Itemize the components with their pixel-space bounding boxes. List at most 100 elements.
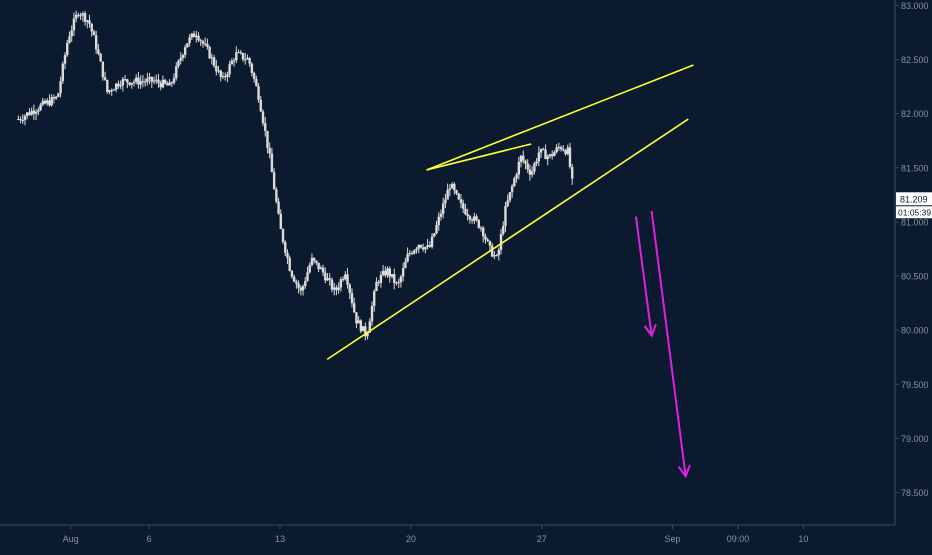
candle-body xyxy=(183,47,187,55)
candle-body xyxy=(32,110,36,114)
candle-body xyxy=(366,332,369,337)
candle-body xyxy=(446,189,449,200)
candle-body xyxy=(530,171,534,175)
candle-body xyxy=(319,267,323,270)
candle-body xyxy=(430,236,434,247)
candle-body xyxy=(215,65,218,72)
candle-body xyxy=(357,320,360,324)
candle-body xyxy=(270,153,274,173)
candle-body xyxy=(401,268,405,277)
candle-body xyxy=(453,183,456,191)
candle-body xyxy=(74,14,78,19)
candle-body xyxy=(448,188,452,190)
candle-body xyxy=(370,305,374,322)
candle-body xyxy=(497,249,500,256)
candle-body xyxy=(259,99,262,112)
y-tick-label: 80.500 xyxy=(901,272,929,282)
x-tick-label: 10 xyxy=(798,534,808,544)
candle-body xyxy=(346,274,349,285)
candle-body xyxy=(404,261,407,269)
candle-body xyxy=(237,52,240,54)
candle-body xyxy=(450,183,454,189)
candle-body xyxy=(548,154,552,157)
candle-body xyxy=(166,83,169,86)
candle-body xyxy=(553,152,556,157)
candle-body xyxy=(426,245,429,247)
candle-body xyxy=(435,225,438,234)
candle-body xyxy=(119,85,122,87)
candle-body xyxy=(264,123,267,131)
candle-body xyxy=(92,31,96,36)
candle-body xyxy=(290,270,294,277)
candle-body xyxy=(542,148,545,150)
candle-body xyxy=(117,83,120,87)
candle-body xyxy=(299,287,303,291)
candle-body xyxy=(490,245,494,257)
candle-body xyxy=(515,174,518,179)
candle-body xyxy=(28,112,31,115)
candle-body xyxy=(257,86,260,100)
candle-body xyxy=(46,100,49,104)
candle-body xyxy=(37,110,40,112)
candle-body xyxy=(526,163,529,170)
candle-body xyxy=(361,326,365,332)
candle-body xyxy=(23,115,27,121)
arrows-layer xyxy=(634,210,691,479)
candle-body xyxy=(466,214,469,217)
candle-body xyxy=(433,233,436,237)
candle-body xyxy=(250,63,254,74)
candle-body xyxy=(177,60,180,67)
candle-body xyxy=(406,253,409,262)
candle-body xyxy=(150,76,153,82)
candle-body xyxy=(550,154,554,157)
candle-body xyxy=(566,147,569,155)
candle-body xyxy=(506,200,509,207)
candle-body xyxy=(272,172,276,190)
candle-body xyxy=(48,100,51,106)
candle-body xyxy=(57,93,60,97)
candle-body xyxy=(159,83,162,88)
candle-body xyxy=(539,148,543,153)
candle-body xyxy=(179,58,182,61)
candle-body xyxy=(528,169,532,175)
candle-body xyxy=(281,228,285,242)
candle-body xyxy=(477,219,480,228)
candle-body xyxy=(83,13,87,22)
arrow-long-target-head xyxy=(677,464,691,479)
trendline-top-cap xyxy=(426,143,532,171)
candle-body xyxy=(419,244,423,248)
candle-body xyxy=(106,79,109,93)
candle-body xyxy=(468,216,472,220)
candle-body xyxy=(455,190,458,194)
candle-body xyxy=(444,199,447,204)
x-tick-label: 27 xyxy=(537,534,547,544)
candle-body xyxy=(297,283,300,288)
candle-body xyxy=(228,64,231,75)
candle-body xyxy=(168,82,171,86)
candle-body xyxy=(226,74,229,77)
candle-body xyxy=(81,13,85,16)
candle-body xyxy=(295,281,298,284)
candle-body xyxy=(244,59,247,61)
candle-body xyxy=(395,282,398,284)
candle-body xyxy=(562,149,565,151)
last-price-label: 81.209 xyxy=(900,194,928,204)
candle-body xyxy=(77,14,80,16)
candle-body xyxy=(424,246,427,250)
candle-body xyxy=(417,244,420,249)
candle-body xyxy=(212,57,216,66)
candle-body xyxy=(121,79,125,86)
candle-body xyxy=(208,47,211,59)
candle-body xyxy=(330,279,334,290)
candle-body xyxy=(266,130,269,148)
candle-body xyxy=(408,253,412,255)
candle-body xyxy=(50,97,53,106)
candle-body xyxy=(255,78,258,87)
candle-body xyxy=(535,161,538,164)
candle-body xyxy=(332,287,336,290)
candle-body xyxy=(439,213,443,217)
candle-body xyxy=(206,43,209,48)
